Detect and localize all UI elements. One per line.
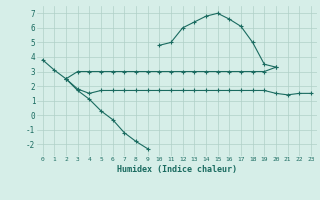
X-axis label: Humidex (Indice chaleur): Humidex (Indice chaleur): [117, 165, 237, 174]
